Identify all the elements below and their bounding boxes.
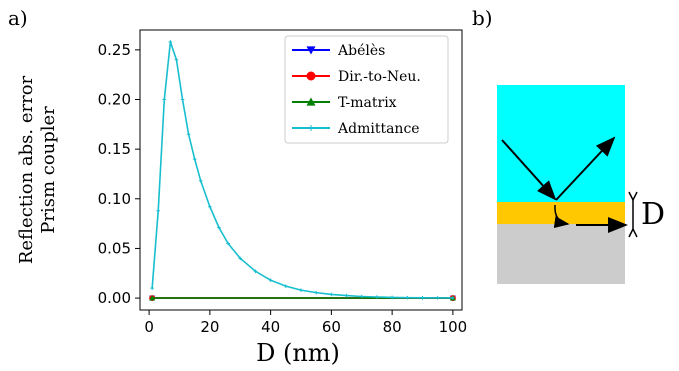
data-point: [420, 295, 425, 300]
x-tick-label: 100: [439, 318, 468, 336]
data-point: [306, 46, 316, 55]
y-axis-title-line2: Prism coupler: [38, 106, 59, 234]
y-tick-label: 0.05: [98, 239, 131, 257]
prism-layer: [497, 85, 625, 202]
x-tick-label: 0: [144, 318, 154, 336]
data-point: [149, 295, 156, 301]
y-axis-title-line1: Reflection abs. error: [16, 75, 37, 264]
evanescent-ray: [553, 204, 570, 229]
plot-frame: [139, 29, 463, 311]
data-point: [208, 204, 212, 209]
legend-label: T-matrix: [338, 95, 397, 111]
x-axis-title: D (nm): [256, 339, 340, 367]
data-point: [344, 293, 349, 298]
y-tick-label: 0.00: [98, 289, 131, 307]
data-point: [359, 294, 364, 299]
data-point: [284, 284, 288, 288]
data-point: [435, 296, 440, 300]
x-tick-label: 20: [200, 318, 219, 336]
data-point: [390, 295, 394, 300]
x-tick-label: 60: [322, 318, 341, 336]
legend-label: Dir.-to-Neu.: [338, 69, 421, 85]
data-point: [268, 278, 273, 283]
x-tick-label: 80: [383, 318, 402, 336]
legend-label: Abélès: [337, 43, 385, 59]
x-tick-label: 40: [261, 318, 280, 336]
y-tick-label: 0.25: [98, 41, 131, 59]
data-point: [150, 286, 154, 290]
data-point: [238, 256, 243, 261]
y-tick-label: 0.10: [98, 190, 131, 208]
data-point: [314, 290, 318, 295]
data-point: [226, 241, 230, 246]
data-point: [306, 71, 316, 81]
data-point: [329, 292, 334, 297]
y-tick-label: 0.15: [98, 140, 131, 158]
data-point: [217, 225, 221, 230]
data-point: [375, 295, 379, 299]
panel-label-a: a): [8, 6, 28, 30]
data-point: [186, 132, 191, 137]
series-admittance: [150, 40, 455, 300]
thickness-arrow-bottom: [628, 227, 638, 238]
data-point: [180, 97, 185, 102]
y-tick-label: 0.20: [98, 91, 131, 109]
x-axis: 0 20 40 60 80 100: [144, 310, 467, 336]
incident-ray: [501, 139, 557, 201]
thickness-arrow-top: [628, 191, 638, 202]
data-point: [174, 57, 179, 62]
legend-box: [284, 35, 449, 144]
data-point: [308, 125, 314, 131]
substrate-layer: [497, 224, 625, 284]
y-axis: 0.00 0.05 0.10 0.15 0.20 0.25: [98, 41, 140, 307]
data-point: [253, 269, 258, 274]
data-point: [198, 179, 203, 183]
series-group: [149, 40, 456, 302]
data-point: [156, 208, 161, 213]
data-point: [192, 157, 197, 161]
data-point: [162, 97, 167, 102]
panel-label-b: b): [472, 6, 493, 30]
legend-label: Admittance: [337, 121, 420, 137]
thickness-label: D: [641, 197, 665, 232]
reflected-ray: [555, 136, 616, 201]
thin-film-layer: [497, 202, 625, 224]
data-point: [306, 97, 316, 106]
data-point: [168, 40, 173, 44]
data-point: [405, 295, 410, 300]
data-point: [451, 296, 455, 300]
legend: Abélès Dir.-to-Neu. T-matrix Admittance: [284, 35, 449, 144]
data-point: [299, 288, 303, 292]
